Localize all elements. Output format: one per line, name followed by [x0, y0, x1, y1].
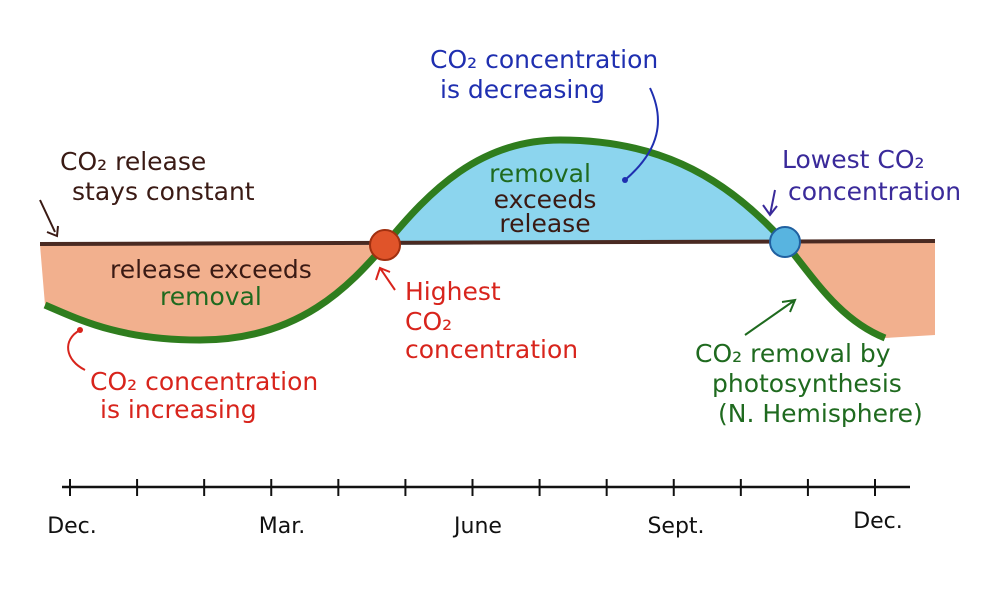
timeline-label-mar: Mar. — [259, 514, 305, 539]
label-release-constant-1: CO₂ release — [60, 147, 206, 176]
label-removal-exceeds-2: exceeds — [494, 185, 597, 214]
label-lowest-1: Lowest CO₂ — [782, 145, 925, 174]
label-release-exceeds-1: release exceeds — [110, 255, 312, 284]
timeline-ticks — [69, 479, 876, 496]
timeline-label-dec-end: Dec. — [853, 509, 903, 534]
arrow-release-constant — [39, 199, 59, 238]
label-decreasing-2: is decreasing — [440, 75, 605, 104]
label-decreasing-1: CO₂ concentration — [430, 45, 658, 74]
timeline-label-dec: Dec. — [47, 514, 97, 539]
label-removal-exceeds-3: release — [499, 209, 590, 238]
arrow-highest — [375, 266, 396, 291]
label-photosynthesis-3: (N. Hemisphere) — [718, 399, 923, 428]
arrow-decreasing — [624, 87, 659, 181]
arrow-photosynthesis — [744, 298, 797, 336]
highest-concentration-marker — [369, 229, 401, 261]
label-increasing-2: is increasing — [100, 395, 257, 424]
label-release-constant-2: stays constant — [72, 177, 255, 206]
pointer-dot-decreasing — [622, 177, 628, 183]
label-highest-1: Highest — [405, 277, 501, 306]
label-removal-exceeds-1: removal — [489, 159, 591, 188]
pointer-dot-increasing — [77, 327, 83, 333]
arrow-increasing — [67, 329, 86, 371]
excess-release-fill-right — [785, 243, 935, 338]
arrow-lowest — [762, 189, 778, 217]
label-lowest-2: concentration — [788, 177, 961, 206]
label-release-exceeds-2: removal — [160, 282, 262, 311]
label-photosynthesis-1: CO₂ removal by — [695, 339, 891, 368]
timeline-label-june: June — [452, 514, 502, 539]
label-highest-2: CO₂ — [405, 307, 452, 336]
label-increasing-1: CO₂ concentration — [90, 367, 318, 396]
label-photosynthesis-2: photosynthesis — [712, 369, 902, 398]
lowest-concentration-marker — [769, 226, 801, 258]
timeline-label-sept: Sept. — [647, 514, 704, 539]
label-highest-3: concentration — [405, 335, 578, 364]
